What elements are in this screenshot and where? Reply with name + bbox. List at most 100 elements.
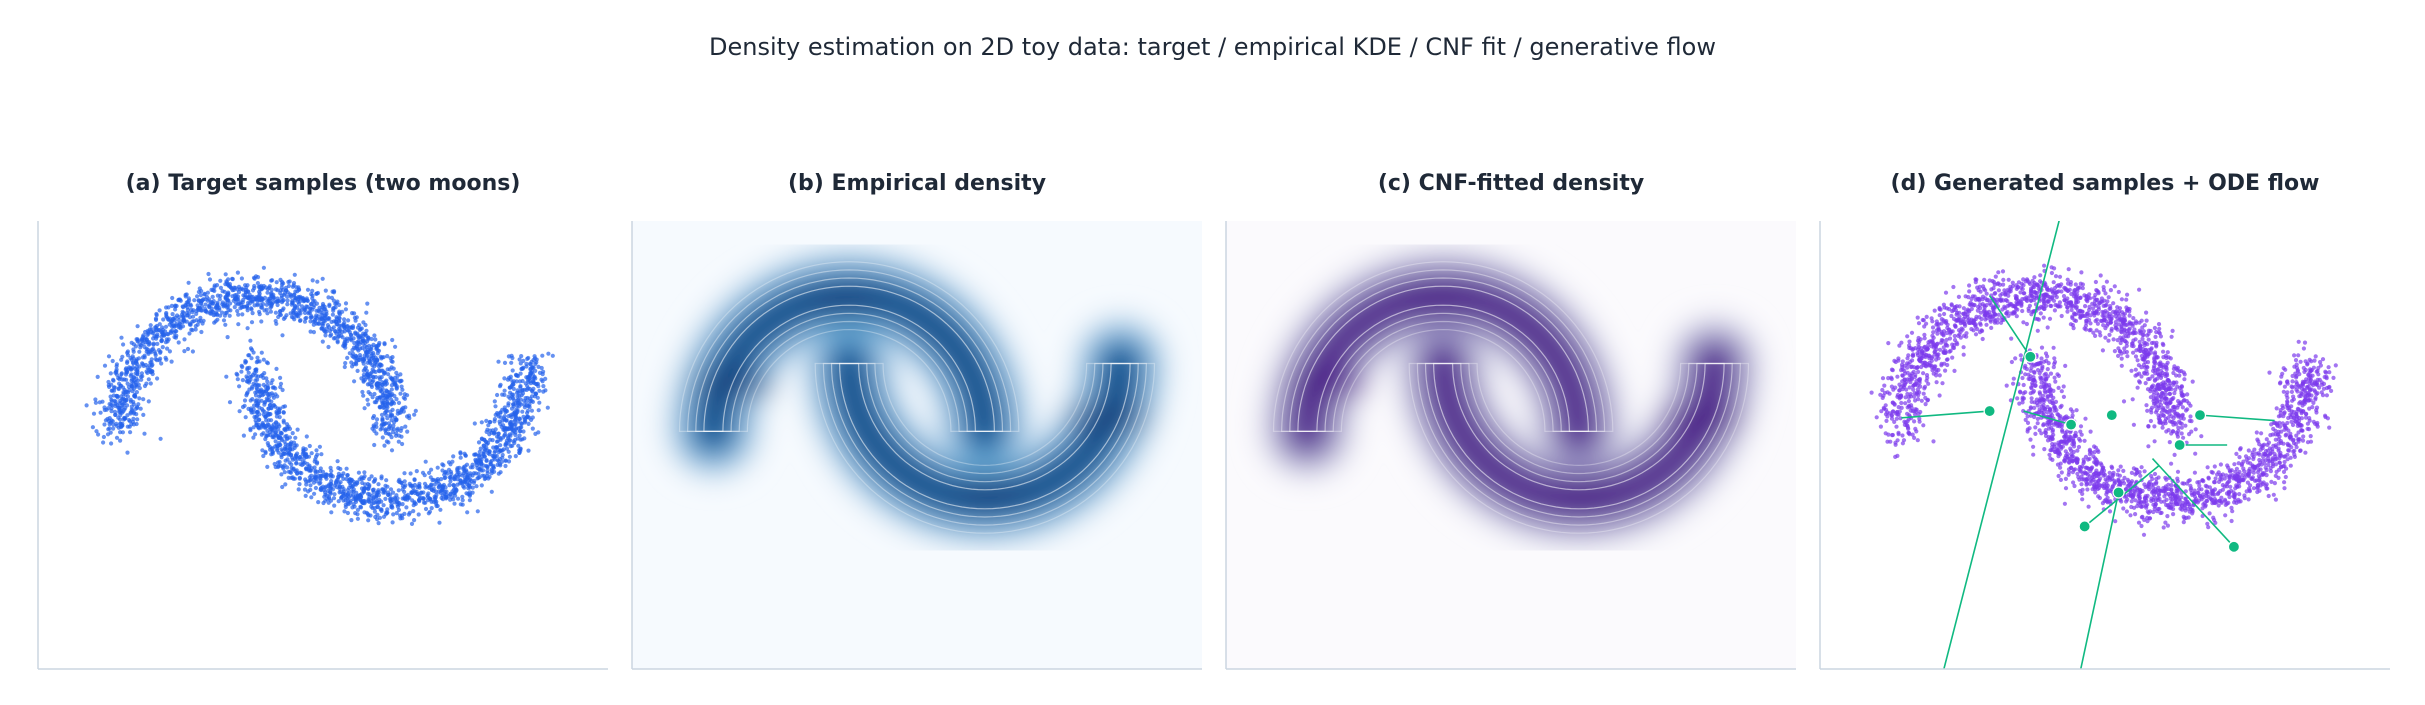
- target-sample-point: [389, 448, 395, 453]
- target-sample-point: [135, 324, 140, 329]
- target-sample-point: [405, 414, 410, 419]
- target-sample-point: [312, 475, 317, 480]
- target-sample-point: [277, 459, 282, 465]
- generated-sample-point: [1908, 392, 1913, 397]
- target-sample-point: [262, 371, 267, 376]
- target-sample-point: [392, 401, 397, 406]
- target-sample-point: [227, 313, 232, 318]
- target-sample-point: [539, 365, 544, 371]
- target-sample-point: [223, 272, 228, 277]
- generated-sample-point: [2148, 509, 2153, 514]
- kde-density-core: [802, 288, 883, 317]
- target-sample-point: [235, 308, 240, 314]
- target-sample-point: [533, 431, 538, 436]
- generated-sample-point: [2070, 459, 2075, 464]
- target-sample-point: [258, 387, 264, 392]
- generated-sample-point: [2292, 454, 2297, 459]
- generated-sample-point: [1918, 384, 1923, 389]
- generated-sample-point: [2093, 333, 2098, 338]
- generated-sample-point: [2125, 477, 2130, 482]
- target-sample-point: [452, 487, 457, 492]
- generated-sample-point: [2056, 385, 2061, 390]
- target-sample-point: [477, 457, 482, 462]
- target-sample-point: [263, 384, 268, 390]
- target-sample-point: [345, 488, 350, 493]
- target-sample-point: [245, 367, 250, 372]
- target-sample-point: [389, 426, 394, 431]
- generated-sample-point: [2277, 381, 2283, 386]
- target-sample-point: [321, 326, 326, 331]
- target-sample-point: [428, 497, 433, 502]
- target-sample-point: [259, 423, 264, 428]
- target-sample-point: [308, 310, 313, 315]
- cnf-density-core: [1396, 288, 1477, 317]
- target-sample-point: [108, 371, 113, 376]
- target-sample-point: [326, 344, 331, 350]
- generated-sample-point: [2141, 329, 2146, 334]
- target-sample-point: [167, 349, 172, 354]
- generated-sample-point: [1926, 381, 1931, 386]
- generated-sample-point: [2023, 417, 2028, 422]
- target-sample-point: [336, 471, 341, 476]
- target-sample-point: [240, 312, 245, 317]
- target-sample-point: [408, 471, 413, 476]
- generated-sample-point: [2103, 291, 2108, 296]
- generated-sample-point: [2183, 508, 2188, 513]
- target-sample-point: [362, 498, 367, 504]
- target-sample-point: [355, 368, 360, 373]
- generated-sample-point: [2320, 357, 2326, 362]
- generated-sample-point: [1989, 325, 1994, 330]
- target-sample-point: [235, 377, 240, 382]
- target-sample-point: [116, 415, 121, 420]
- target-sample-point: [239, 276, 244, 281]
- target-sample-point: [211, 309, 216, 315]
- cnf-contour-line: [1424, 362, 1733, 518]
- target-sample-point: [377, 405, 382, 410]
- target-sample-point: [137, 349, 142, 354]
- target-sample-point: [125, 360, 130, 365]
- generated-sample-point: [1869, 390, 1874, 395]
- kde-density-core: [1067, 403, 1147, 432]
- generated-sample-point: [2115, 472, 2120, 477]
- target-sample-point: [294, 311, 299, 316]
- target-sample-point: [119, 335, 124, 340]
- target-sample-point: [248, 428, 253, 433]
- target-sample-point: [492, 469, 497, 474]
- target-sample-point: [531, 380, 536, 385]
- target-sample-point: [347, 336, 352, 341]
- target-sample-point: [142, 353, 147, 358]
- target-sample-point: [153, 328, 159, 333]
- target-sample-point: [350, 484, 355, 489]
- target-sample-point: [389, 387, 394, 392]
- target-sample-point: [176, 318, 181, 323]
- target-sample-point: [197, 286, 202, 291]
- generated-sample-point: [2205, 521, 2210, 526]
- target-sample-point: [366, 402, 371, 407]
- target-sample-point: [389, 383, 394, 388]
- target-sample-point: [172, 318, 177, 323]
- target-sample-point: [283, 445, 288, 450]
- target-sample-point: [521, 414, 526, 419]
- generated-sample-point: [1940, 381, 1945, 386]
- target-sample-point: [253, 378, 258, 383]
- target-sample-point: [517, 450, 522, 455]
- generated-sample-point: [2182, 372, 2187, 377]
- target-sample-point: [320, 304, 325, 310]
- target-sample-point: [512, 440, 517, 446]
- generated-sample-point: [2271, 492, 2276, 497]
- generated-sample-point: [2188, 414, 2193, 419]
- target-sample-point: [491, 454, 496, 459]
- target-sample-point: [337, 302, 342, 307]
- target-sample-point: [518, 425, 523, 430]
- generated-sample-point: [1897, 382, 1902, 387]
- generated-sample-point: [1905, 391, 1910, 397]
- target-sample-point: [410, 490, 415, 495]
- generated-sample-point: [1931, 330, 1936, 335]
- generated-sample-point: [2145, 387, 2151, 392]
- target-sample-point: [112, 398, 117, 403]
- target-sample-point: [532, 354, 537, 359]
- target-sample-point: [190, 349, 195, 354]
- target-sample-point: [343, 307, 348, 312]
- target-sample-point: [257, 405, 262, 410]
- generated-sample-point: [2169, 461, 2174, 466]
